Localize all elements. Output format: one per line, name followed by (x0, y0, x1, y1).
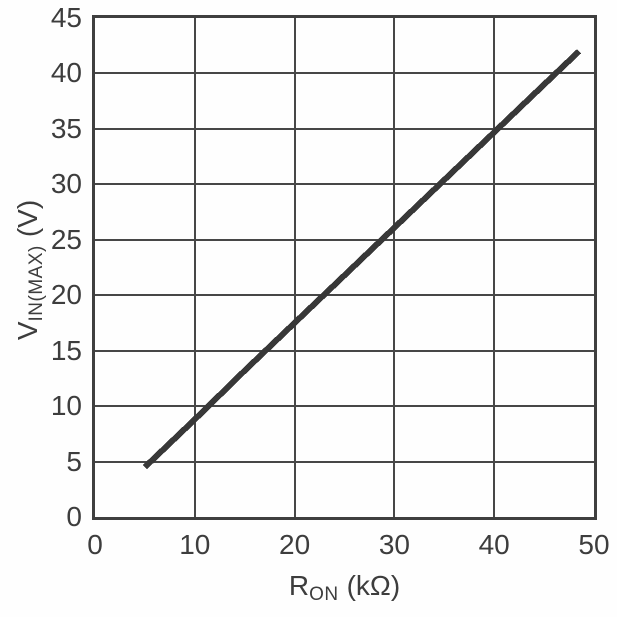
x-tick-label-30: 30 (378, 529, 410, 560)
gridline-y-5 (95, 460, 594, 463)
gridline-y-30 (95, 183, 594, 186)
x-axis-unit: (kΩ) (346, 570, 401, 601)
x-axis-symbol: R (288, 570, 310, 601)
x-tick-label-10: 10 (179, 529, 211, 560)
gridline-y-40 (95, 72, 594, 75)
gridline-y-20 (95, 294, 594, 297)
y-tick-label-5: 5 (66, 445, 82, 477)
y-tick-label-0: 0 (66, 501, 82, 532)
gridline-x-20 (293, 18, 296, 517)
y-tick-label-40: 40 (50, 57, 82, 89)
data-line-layer (142, 49, 582, 470)
x-axis-title: RON (kΩ) (92, 570, 597, 605)
y-tick-label-15: 15 (50, 334, 82, 366)
y-tick-label-30: 30 (50, 168, 82, 200)
y-tick-label-35: 35 (50, 112, 82, 144)
x-axis-subscript: ON (309, 584, 339, 605)
gridline-x-40 (493, 18, 496, 517)
gridline-y-25 (95, 238, 594, 241)
y-tick-label-20: 20 (50, 279, 82, 311)
y-tick-label-25: 25 (50, 223, 82, 255)
x-tick-label-20: 20 (279, 529, 311, 560)
x-tick-label-50: 50 (578, 529, 610, 560)
x-tick-label-40: 40 (478, 529, 510, 560)
gridline-x-30 (393, 18, 396, 517)
plot-area (92, 15, 597, 520)
x-tick-label-0: 0 (87, 529, 103, 560)
gridline-y-35 (95, 127, 594, 130)
y-tick-label-10: 10 (50, 390, 82, 422)
gridline-y-15 (95, 349, 594, 352)
gridline-y-10 (95, 405, 594, 408)
gridline-x-10 (193, 18, 196, 517)
data-line-series-0 (142, 49, 582, 470)
y-axis-title: VIN(MAX)(V) (12, 200, 47, 340)
y-tick-label-45: 45 (50, 2, 82, 33)
